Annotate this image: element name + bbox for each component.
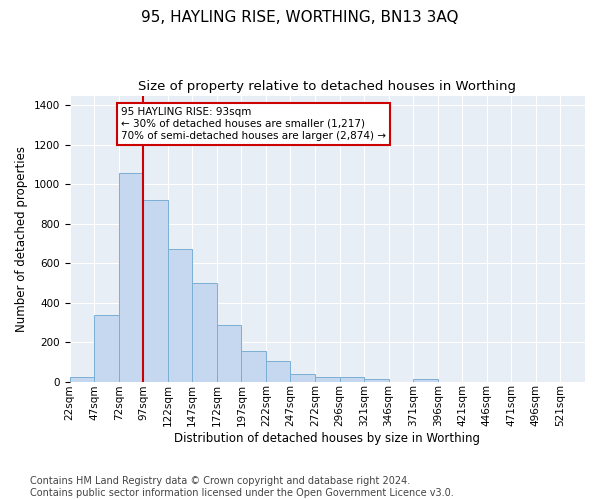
Bar bbox=[70, 377, 94, 382]
X-axis label: Distribution of detached houses by size in Worthing: Distribution of detached houses by size … bbox=[174, 432, 480, 445]
Bar bbox=[168, 250, 192, 382]
Bar bbox=[143, 200, 168, 382]
Bar bbox=[241, 351, 266, 382]
Bar bbox=[217, 326, 241, 382]
Bar bbox=[364, 378, 389, 382]
Bar bbox=[94, 316, 119, 382]
Text: Contains HM Land Registry data © Crown copyright and database right 2024.
Contai: Contains HM Land Registry data © Crown c… bbox=[30, 476, 454, 498]
Bar bbox=[340, 377, 364, 382]
Bar bbox=[119, 174, 143, 382]
Text: 95, HAYLING RISE, WORTHING, BN13 3AQ: 95, HAYLING RISE, WORTHING, BN13 3AQ bbox=[141, 10, 459, 25]
Bar bbox=[290, 374, 315, 382]
Bar bbox=[413, 379, 438, 382]
Bar bbox=[192, 283, 217, 382]
Y-axis label: Number of detached properties: Number of detached properties bbox=[15, 146, 28, 332]
Text: 95 HAYLING RISE: 93sqm
← 30% of detached houses are smaller (1,217)
70% of semi-: 95 HAYLING RISE: 93sqm ← 30% of detached… bbox=[121, 108, 386, 140]
Bar bbox=[266, 361, 290, 382]
Title: Size of property relative to detached houses in Worthing: Size of property relative to detached ho… bbox=[138, 80, 516, 93]
Bar bbox=[315, 376, 340, 382]
